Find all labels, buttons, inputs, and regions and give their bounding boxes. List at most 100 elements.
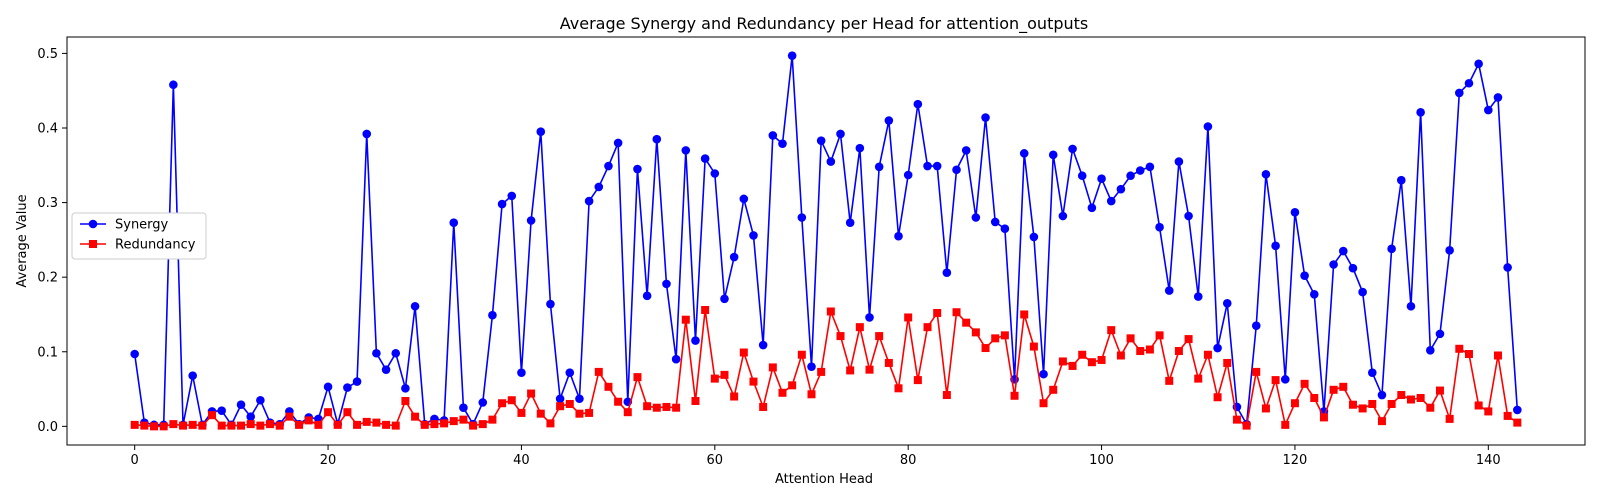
redundancy-point xyxy=(614,397,623,406)
redundancy-point xyxy=(720,370,729,379)
synergy-point xyxy=(633,164,642,174)
chart-title: Average Synergy and Redundancy per Head … xyxy=(560,14,1089,34)
synergy-point xyxy=(1309,290,1319,299)
redundancy-point xyxy=(1116,351,1125,360)
redundancy-point xyxy=(1339,382,1348,391)
series-redundancy xyxy=(130,305,1522,431)
synergy-point xyxy=(517,368,526,377)
redundancy-point xyxy=(884,358,893,367)
redundancy-point xyxy=(469,421,478,430)
redundancy-point xyxy=(759,402,768,411)
redundancy-point xyxy=(730,392,739,401)
redundancy-point xyxy=(788,381,797,390)
redundancy-point xyxy=(266,420,275,429)
synergy-point xyxy=(1048,150,1058,160)
redundancy-point xyxy=(1435,386,1444,395)
redundancy-point xyxy=(459,415,468,424)
redundancy-point xyxy=(1368,399,1377,408)
redundancy-point xyxy=(1503,411,1512,420)
synergy-point xyxy=(1455,88,1464,98)
redundancy-point xyxy=(1223,358,1232,367)
synergy-point xyxy=(787,51,797,60)
synergy-point xyxy=(1290,207,1300,217)
redundancy-point xyxy=(1136,347,1145,356)
redundancy-point xyxy=(507,396,516,405)
redundancy-point xyxy=(1068,361,1077,370)
synergy-point xyxy=(1155,222,1164,232)
redundancy-point xyxy=(962,318,971,327)
redundancy-point xyxy=(923,323,932,332)
x-tick-label: 60 xyxy=(707,453,724,468)
synergy-point xyxy=(401,384,410,393)
redundancy-point xyxy=(1020,310,1029,319)
synergy-point xyxy=(1396,175,1406,185)
synergy-point xyxy=(1126,171,1135,181)
redundancy-point xyxy=(488,415,497,424)
synergy-point xyxy=(246,412,256,421)
legend-label: Synergy xyxy=(115,218,169,233)
redundancy-point xyxy=(1155,331,1164,340)
redundancy-point xyxy=(536,409,545,418)
synergy-point xyxy=(478,398,488,407)
redundancy-point xyxy=(391,421,400,430)
redundancy-point xyxy=(797,350,806,359)
synergy-point xyxy=(1174,157,1184,166)
axes-frame xyxy=(66,36,1586,446)
synergy-point xyxy=(720,294,729,304)
redundancy-point xyxy=(643,402,652,411)
redundancy-point xyxy=(904,313,913,322)
redundancy-point xyxy=(1000,331,1009,340)
y-axis-label: Average Value xyxy=(15,194,30,287)
synergy-point xyxy=(981,113,990,122)
redundancy-point xyxy=(1261,404,1270,413)
redundancy-point xyxy=(314,420,323,429)
x-tick-label: 20 xyxy=(320,453,337,468)
synergy-point xyxy=(836,129,845,139)
synergy-point xyxy=(1280,375,1290,384)
synergy-point xyxy=(1077,171,1087,181)
x-tick-label: 100 xyxy=(1089,453,1114,468)
redundancy-point xyxy=(1493,351,1502,360)
redundancy-point xyxy=(1348,400,1357,409)
synergy-point xyxy=(1019,149,1029,158)
redundancy-point xyxy=(382,420,391,429)
redundancy-point xyxy=(1058,357,1067,366)
synergy-point xyxy=(691,336,700,345)
redundancy-point xyxy=(1232,415,1241,424)
legend: Synergy Redundancy xyxy=(71,212,207,260)
synergy-point xyxy=(1416,108,1425,117)
redundancy-point xyxy=(875,332,884,341)
synergy-point xyxy=(1213,343,1222,353)
redundancy-point xyxy=(1416,394,1425,403)
synergy-point xyxy=(952,165,961,175)
synergy-point xyxy=(642,291,652,301)
redundancy-point xyxy=(633,373,642,382)
synergy-point xyxy=(613,138,623,148)
y-tick-label: 0.4 xyxy=(37,121,58,136)
redundancy-point xyxy=(971,328,980,337)
synergy-point xyxy=(188,371,197,380)
synergy-point xyxy=(1145,162,1155,172)
redundancy-point xyxy=(527,389,536,398)
synergy-point xyxy=(1039,369,1048,379)
redundancy-point xyxy=(1455,344,1464,353)
redundancy-point xyxy=(768,363,777,372)
synergy-point xyxy=(1474,59,1483,69)
redundancy-point xyxy=(1184,335,1193,344)
synergy-point xyxy=(681,146,691,155)
redundancy-point xyxy=(1426,403,1435,412)
redundancy-point xyxy=(372,418,381,427)
synergy-point xyxy=(739,194,749,204)
redundancy-point xyxy=(227,421,236,430)
synergy-point xyxy=(1000,224,1010,233)
legend-marker xyxy=(89,240,97,248)
redundancy-point xyxy=(691,396,700,405)
redundancy-point xyxy=(1174,347,1183,356)
redundancy-point xyxy=(179,421,188,430)
synergy-point xyxy=(565,368,575,377)
redundancy-point xyxy=(517,408,526,417)
redundancy-point xyxy=(256,421,265,430)
synergy-point xyxy=(391,348,401,358)
x-tick-label: 80 xyxy=(900,453,917,468)
